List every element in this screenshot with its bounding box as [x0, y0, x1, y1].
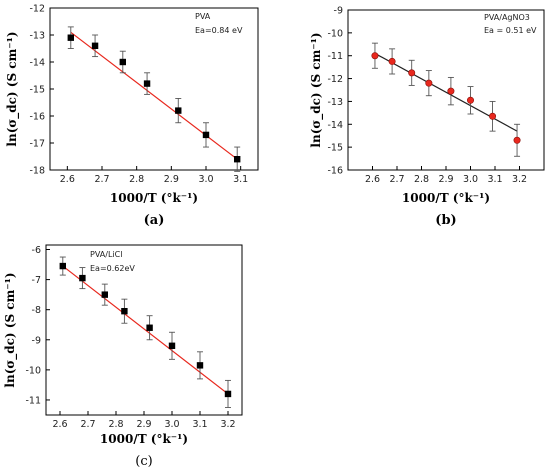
annotation-title-a: PVA [195, 12, 211, 21]
panel-label-b: (b) [435, 213, 456, 228]
data-point-b [489, 112, 497, 120]
x-tick-label-b: 2.9 [438, 174, 453, 185]
x-axis-label-c: 1000/T (°k⁻¹) [100, 432, 188, 446]
data-point-c [168, 342, 176, 349]
annotation-ea-a: Ea=0.84 eV [195, 26, 243, 35]
data-point-b [466, 96, 474, 104]
data-point-c [196, 362, 204, 369]
y-tick-label-a: -12 [29, 4, 45, 15]
x-tick-label-c: 3.0 [164, 419, 179, 430]
y-tick-label-b: -14 [327, 120, 343, 131]
data-point-b [371, 52, 379, 60]
data-point-c [224, 390, 232, 398]
y-tick-label-c: -6 [32, 245, 41, 256]
data-series-b [371, 42, 521, 157]
y-axis-a: -12 -13 -14 -15 -16 -17 -18 [29, 4, 54, 177]
x-tick-label-c: 3.1 [192, 419, 207, 430]
x-tick-label-b: 3.0 [463, 174, 478, 185]
y-tick-label-b: -10 [327, 28, 343, 39]
y-axis-label-a: ln(σ_dc) (S cm⁻¹) [5, 31, 20, 146]
data-point-a [119, 58, 126, 66]
panel-label-c: (c) [135, 454, 152, 469]
x-axis-a: 2.6 2.7 2.8 2.9 3.0 3.1 [60, 166, 248, 185]
fit-line-a [70, 31, 238, 160]
annotation-title-c: PVA/LiCl [90, 250, 122, 259]
x-tick-label-b: 3.2 [512, 174, 527, 185]
data-point-c [101, 291, 108, 298]
data-point-a [67, 34, 74, 41]
x-tick-label-c: 2.8 [108, 419, 123, 430]
x-tick-label-a: 2.7 [94, 174, 109, 185]
data-point-b [388, 57, 396, 65]
x-tick-label-a: 3.0 [198, 174, 213, 185]
x-tick-label-b: 3.1 [487, 174, 502, 185]
annotation-ea-b: Ea = 0.51 eV [484, 26, 537, 35]
panel-label-a: (a) [144, 213, 165, 228]
chart-panel-a: 2.6 2.7 2.8 2.9 3.0 3.1 -12 -13 -14 -15 -16 -17 -18… [5, 4, 259, 228]
x-tick-label-a: 2.8 [129, 174, 144, 185]
y-tick-label-b: -11 [327, 51, 343, 62]
data-series-c [59, 256, 232, 408]
x-axis-b: 2.6 2.7 2.8 2.9 3.0 3.1 3.2 [365, 166, 527, 185]
y-tick-label-b: -9 [334, 6, 343, 17]
x-axis-c: 2.6 2.7 2.8 2.9 3.0 3.1 3.2 [52, 411, 236, 430]
fit-line-c-segment [62, 265, 229, 395]
data-point-c [59, 262, 66, 270]
y-axis-b: -9 -10 -11 -12 -13 -14 -15 -16 [327, 6, 352, 177]
data-point-a [234, 156, 241, 163]
x-tick-label-b: 2.8 [414, 174, 429, 185]
plot-frame-c [45, 244, 243, 416]
x-tick-label-a: 3.1 [233, 174, 248, 185]
x-tick-label-c: 2.7 [80, 419, 95, 430]
fit-line-a-segment [70, 31, 238, 160]
x-tick-label-a: 2.6 [60, 174, 75, 185]
fit-line-c [62, 265, 229, 395]
y-axis-label-c: ln(σ_dc) (S cm⁻¹) [3, 272, 18, 387]
data-point-c [79, 274, 86, 282]
x-tick-label-c: 3.2 [220, 419, 235, 430]
data-point-a [175, 107, 182, 114]
chart-panel-b: 2.6 2.7 2.8 2.9 3.0 3.1 3.2 -9-10-11-12-13-14-… [309, 6, 545, 228]
y-tick-label-c: -7 [32, 275, 41, 286]
data-point-b [408, 69, 416, 77]
data-point-b [447, 87, 455, 95]
x-tick-label-a: 2.9 [164, 174, 179, 185]
y-tick-label-a: -18 [29, 166, 45, 177]
y-tick-label-c: -11 [25, 395, 41, 406]
x-axis-label-a: 1000/T (°k⁻¹) [110, 191, 198, 205]
x-axis-label-b: 1000/T (°k⁻¹) [402, 191, 490, 205]
y-tick-label-b: -16 [327, 166, 343, 177]
y-axis-label-b: ln(σ_dc) (S cm⁻¹) [309, 32, 324, 147]
data-point-a [143, 80, 151, 87]
y-tick-label-c: -9 [32, 335, 41, 346]
y-tick-label-a: -13 [29, 31, 45, 42]
data-point-b [425, 79, 433, 87]
y-axis-c: -6 -7 -8 -9 -10 -11 [25, 245, 50, 406]
chart-panel-c: 2.6 2.7 2.8 2.9 3.0 3.1 3.2 -6 -7 -8 -9 -10 -11 PVA… [3, 244, 243, 469]
y-tick-label-a: -16 [29, 112, 45, 123]
y-tick-label-a: -14 [29, 58, 45, 69]
data-point-a [202, 131, 210, 139]
y-tick-label-b: -12 [327, 74, 343, 85]
data-point-c [146, 324, 153, 331]
x-tick-label-c: 2.6 [52, 419, 67, 430]
annotation-ea-c: Ea=0.62eV [90, 264, 135, 273]
data-series-a [67, 26, 241, 172]
data-point-b [513, 136, 521, 144]
annotation-title-b: PVA/AgNO3 [484, 13, 530, 22]
y-tick-label-c: -10 [25, 365, 41, 376]
y-tick-label-b: -15 [327, 143, 343, 154]
fit-line-b-segment [374, 52, 518, 132]
y-tick-label-a: -17 [29, 139, 45, 150]
data-point-c [121, 307, 128, 315]
x-tick-label-c: 2.9 [136, 419, 151, 430]
y-tick-label-b: -13 [327, 97, 343, 108]
y-tick-label-c: -8 [32, 305, 41, 316]
fit-line-b [374, 52, 518, 132]
x-tick-label-b: 2.7 [389, 174, 404, 185]
data-point-a [91, 42, 99, 49]
y-tick-label-a: -15 [29, 85, 45, 96]
x-tick-label-b: 2.6 [365, 174, 380, 185]
